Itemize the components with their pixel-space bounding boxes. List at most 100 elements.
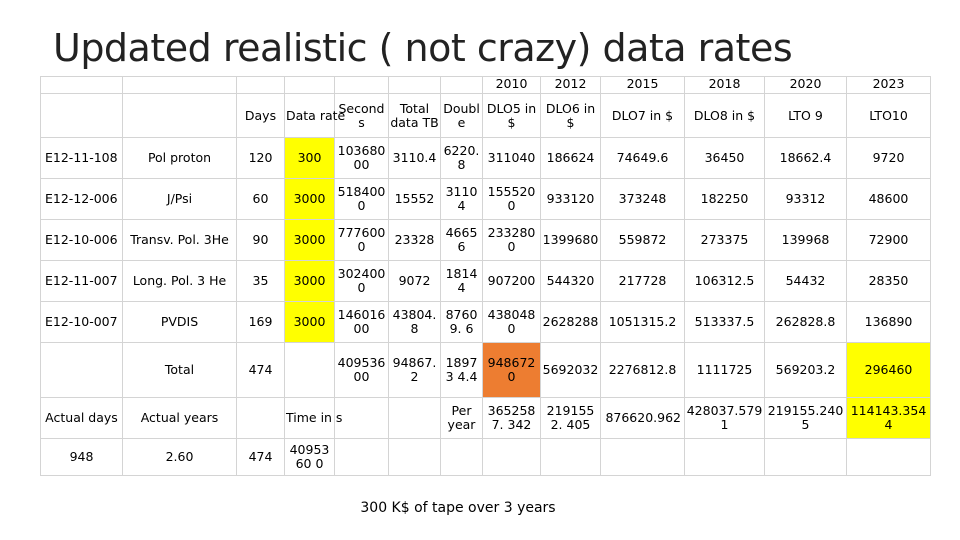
total-row: Total 474 409536 00 94867.2 18973 4.4 94… xyxy=(40,342,931,398)
table-cell: 2332800 xyxy=(482,219,541,261)
cell xyxy=(284,76,335,94)
table-cell xyxy=(388,438,441,476)
header-cell: Doubl e xyxy=(440,93,483,138)
cell xyxy=(40,76,123,94)
header-cell: Days xyxy=(236,93,285,138)
table-cell: 103680 00 xyxy=(334,137,389,179)
table-cell xyxy=(236,397,285,439)
table-cell: 3000 xyxy=(284,178,335,220)
cell xyxy=(122,76,237,94)
header-cell: Data rate xyxy=(284,93,345,138)
table-cell: 544320 xyxy=(540,260,601,302)
table-cell: 139968 xyxy=(764,219,847,261)
table-cell: 48600 xyxy=(846,178,931,220)
table-cell: 300 xyxy=(284,137,335,179)
table-cell: 9486720 xyxy=(482,342,541,398)
table-cell xyxy=(440,438,483,476)
table-cell: Time in s xyxy=(284,397,342,439)
table-cell: 146016 00 xyxy=(334,301,389,343)
table-cell: 54432 xyxy=(764,260,847,302)
table-cell: 569203.2 xyxy=(764,342,847,398)
table-cell: 9720 xyxy=(846,137,931,179)
table-row: E12-11-108 Pol proton 120 300 103680 00 … xyxy=(40,137,931,179)
table-cell xyxy=(334,397,389,439)
table-cell xyxy=(334,438,389,476)
table-cell: 3000 xyxy=(284,219,335,261)
table-cell: E12-10-006 xyxy=(40,219,123,261)
table-cell: 31104 xyxy=(440,178,483,220)
table-cell: 2191552. 405 xyxy=(540,397,601,439)
table-cell: 46656 xyxy=(440,219,483,261)
year-label: 2023 xyxy=(846,76,931,94)
table-cell: Long. Pol. 3 He xyxy=(122,260,237,302)
table-cell: E12-10-007 xyxy=(40,301,123,343)
cell xyxy=(236,76,285,94)
table-cell: 43804.8 xyxy=(388,301,441,343)
table-row: E12-10-007 PVDIS 169 3000 146016 00 4380… xyxy=(40,301,931,343)
table-cell xyxy=(540,438,601,476)
table-cell: 186624 xyxy=(540,137,601,179)
header-cell: DLO8 in $ xyxy=(684,93,765,138)
table-row: 948 2.60 474 4095360 0 xyxy=(40,438,931,476)
table-cell: 217728 xyxy=(600,260,685,302)
table-cell: PVDIS xyxy=(122,301,237,343)
table-row: E12-10-006 Transv. Pol. 3He 90 3000 7776… xyxy=(40,219,931,261)
table-cell: 296460 xyxy=(846,342,931,398)
table-cell xyxy=(684,438,765,476)
table-cell: Total xyxy=(122,342,237,398)
per-year-row: Actual days Actual years Time in s Per y… xyxy=(40,397,931,439)
table-cell: 2628288 xyxy=(540,301,601,343)
table-row: E12-11-007 Long. Pol. 3 He 35 3000 30240… xyxy=(40,260,931,302)
table-cell: Transv. Pol. 3He xyxy=(122,219,237,261)
table-cell: 60 xyxy=(236,178,285,220)
table-cell: 559872 xyxy=(600,219,685,261)
table-cell: J/Psi xyxy=(122,178,237,220)
table-cell: 2276812.8 xyxy=(600,342,685,398)
table-cell: Actual years xyxy=(122,397,237,439)
header-cell: LTO 9 xyxy=(764,93,847,138)
table-cell xyxy=(846,438,931,476)
table-cell: 948 xyxy=(40,438,123,476)
table-cell: 219155.2405 xyxy=(764,397,847,439)
table-cell: 373248 xyxy=(600,178,685,220)
table-cell: 15552 xyxy=(388,178,441,220)
table-cell: 23328 xyxy=(388,219,441,261)
table-cell: 302400 0 xyxy=(334,260,389,302)
table-cell: 4380480 xyxy=(482,301,541,343)
table-cell: E12-11-007 xyxy=(40,260,123,302)
table-cell: 18973 4.4 xyxy=(440,342,483,398)
table-cell: 876620.962 xyxy=(600,397,685,439)
year-label: 2015 xyxy=(600,76,685,94)
table-cell: 1111725 xyxy=(684,342,765,398)
table-cell xyxy=(600,438,685,476)
year-row: 2010 2012 2015 2018 2020 2023 xyxy=(40,76,931,94)
table-cell: 9072 xyxy=(388,260,441,302)
header-cell: Total data TB xyxy=(388,93,441,138)
table-cell xyxy=(482,438,541,476)
table-cell: 94867.2 xyxy=(388,342,441,398)
table-cell: 409536 00 xyxy=(334,342,389,398)
table-cell: 5692032 xyxy=(540,342,601,398)
data-rates-table: 2010 2012 2015 2018 2020 2023 Days Data … xyxy=(40,76,931,476)
table-cell: 3652587. 342 xyxy=(482,397,541,439)
table-cell: E12-12-006 xyxy=(40,178,123,220)
table-row: E12-12-006 J/Psi 60 3000 518400 0 15552 … xyxy=(40,178,931,220)
header-cell xyxy=(122,93,237,138)
footnote-text: 300 K$ of tape over 3 years xyxy=(360,500,556,516)
table-cell: 93312 xyxy=(764,178,847,220)
table-cell: 6220. 8 xyxy=(440,137,483,179)
table-cell: 74649.6 xyxy=(600,137,685,179)
table-cell: 2.60 xyxy=(122,438,237,476)
table-cell: 273375 xyxy=(684,219,765,261)
table-cell: E12-11-108 xyxy=(40,137,123,179)
table-cell: 311040 xyxy=(482,137,541,179)
header-cell: LTO10 xyxy=(846,93,931,138)
year-label: 2020 xyxy=(764,76,847,94)
table-cell: 120 xyxy=(236,137,285,179)
header-cell xyxy=(40,93,123,138)
table-cell: 106312.5 xyxy=(684,260,765,302)
year-label: 2012 xyxy=(540,76,601,94)
cell xyxy=(440,76,483,94)
table-cell: 1555200 xyxy=(482,178,541,220)
header-cell: DLO5 in $ xyxy=(482,93,541,138)
